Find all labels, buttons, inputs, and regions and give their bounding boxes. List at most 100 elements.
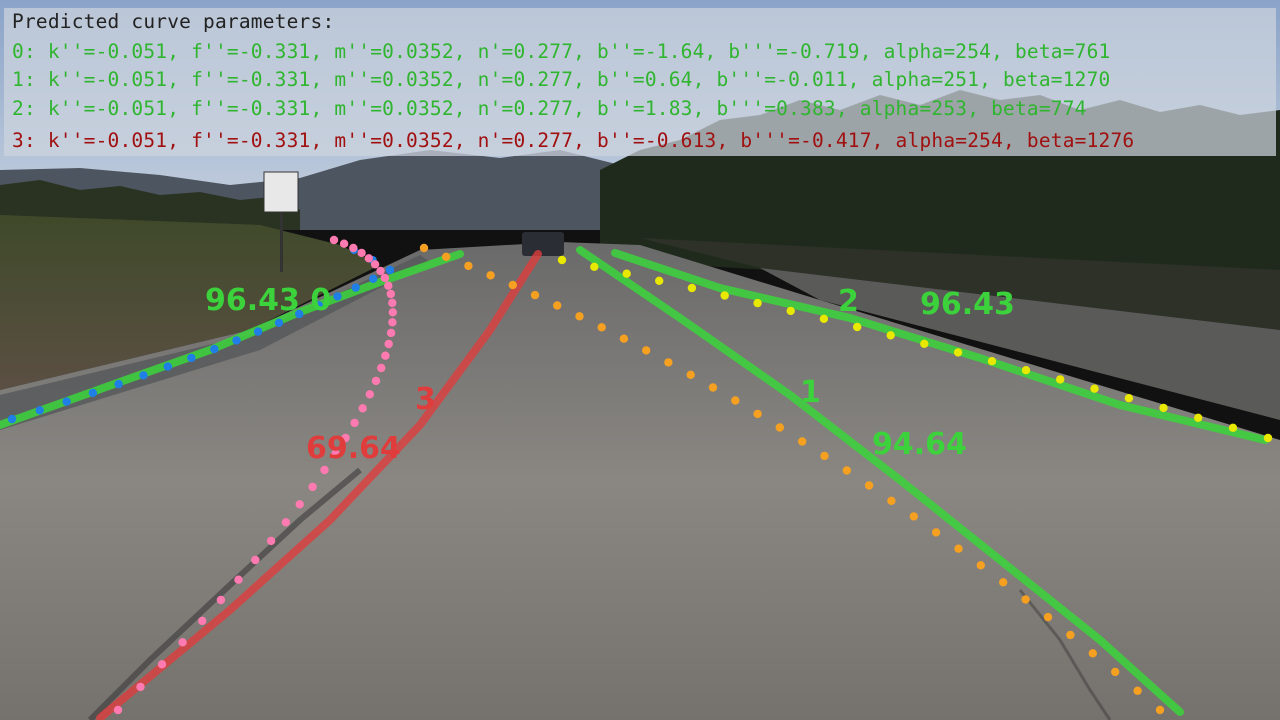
gt-point: [687, 283, 697, 293]
gt-point: [1056, 375, 1065, 384]
gt-point: [553, 301, 562, 310]
gt-point: [664, 358, 673, 367]
gt-point: [308, 482, 317, 492]
gt-point: [786, 306, 795, 316]
gt-point: [920, 339, 929, 348]
gt-point: [62, 397, 71, 406]
gt-point: [187, 353, 196, 363]
gt-point: [842, 466, 851, 475]
pavement-crack: [87, 467, 362, 720]
lane-1-curve: [576, 246, 1184, 716]
gt-point: [953, 348, 963, 357]
gt-point: [1194, 413, 1203, 422]
gt-point: [886, 331, 895, 340]
gt-point: [686, 370, 695, 379]
gt-point: [1159, 403, 1168, 413]
gt-point: [234, 575, 243, 584]
lane-2-id-label: 2: [838, 284, 859, 319]
gt-point: [1090, 384, 1099, 393]
gt-point: [388, 298, 397, 308]
road-sign: [263, 171, 299, 213]
gt-point: [820, 451, 829, 461]
gt-point: [114, 379, 123, 389]
gt-point: [597, 323, 606, 332]
gt-point: [1111, 667, 1120, 677]
gt-point: [486, 271, 495, 280]
parameters-header: Predicted curve parameters:: [12, 10, 335, 33]
lane-0-score: 96.43: [205, 283, 300, 318]
gt-point: [136, 682, 145, 692]
gt-point: [7, 414, 17, 424]
gt-point: [320, 465, 329, 475]
gt-point: [1021, 366, 1031, 375]
gt-point: [281, 518, 291, 527]
gt-point: [314, 301, 323, 310]
gt-point: [178, 638, 187, 647]
curve-parameters-panel: Predicted curve parameters: 0: k''=-0.05…: [4, 8, 1276, 156]
gt-point: [575, 312, 584, 321]
gt-point: [708, 383, 718, 392]
gt-point: [380, 273, 390, 283]
gt-point: [386, 289, 395, 299]
gt-point: [819, 314, 829, 323]
gt-point: [349, 243, 358, 253]
parameter-row-1: 1: k''=-0.051, f''=-0.331, m''=0.0352, n…: [12, 68, 1111, 91]
lane-1-id-label: 1: [800, 375, 821, 410]
gt-point: [1155, 705, 1165, 715]
gt-point: [357, 248, 366, 258]
gt-point: [232, 336, 241, 345]
gt-point: [295, 309, 304, 319]
gt-point: [251, 555, 260, 565]
lane-0-score-label: 96.43 0: [205, 286, 331, 316]
gt-point: [655, 276, 664, 285]
parameter-row-3: 3: k''=-0.051, f''=-0.331, m''=0.0352, n…: [12, 129, 1135, 152]
gt-point: [530, 290, 540, 300]
gt-point: [384, 281, 393, 290]
gt-point: [198, 616, 207, 626]
gt-point: [590, 262, 599, 271]
gt-point: [386, 328, 396, 338]
gt-point: [386, 266, 394, 274]
right-shoulder: [760, 268, 1280, 420]
gt-point: [274, 318, 284, 327]
gt-point: [999, 578, 1008, 587]
gt-point: [351, 283, 360, 292]
left-embankment: [0, 215, 380, 390]
gt-point: [369, 274, 378, 283]
lane-1-gt-points: [419, 243, 1165, 715]
lane-0-gt-points: [7, 236, 395, 424]
gt-point: [619, 334, 629, 343]
gt-point: [1043, 612, 1053, 622]
gt-point: [887, 496, 896, 505]
gt-point: [364, 254, 373, 263]
gt-point: [339, 239, 349, 248]
gt-point: [35, 406, 44, 415]
pavement-crack: [1018, 589, 1112, 720]
gt-point: [377, 363, 386, 373]
gt-point: [720, 291, 729, 300]
gt-point: [954, 544, 963, 553]
gt-point: [1263, 433, 1273, 443]
lane-3-id-label: 3: [415, 382, 436, 417]
lane-2-curve: [611, 249, 1269, 444]
lane-2-gt-points: [557, 255, 1273, 443]
gt-point: [987, 357, 997, 366]
lane-1-score: 94.64: [872, 427, 967, 462]
lane-3-curve: [96, 250, 542, 720]
gt-point: [976, 561, 985, 570]
sign-post: [280, 212, 283, 272]
gt-point: [775, 423, 784, 432]
gt-point: [88, 388, 98, 398]
gt-point: [333, 292, 342, 301]
lane-3-score: 69.64: [306, 431, 401, 466]
left-trees: [0, 180, 300, 230]
right-fence: [640, 238, 1280, 330]
gt-point: [557, 255, 567, 265]
gt-point: [1066, 630, 1075, 640]
gt-point: [341, 433, 350, 443]
lane-3-gt-points: [113, 235, 397, 715]
gt-point: [384, 339, 393, 349]
gt-point: [329, 235, 339, 245]
gt-point: [853, 322, 862, 332]
